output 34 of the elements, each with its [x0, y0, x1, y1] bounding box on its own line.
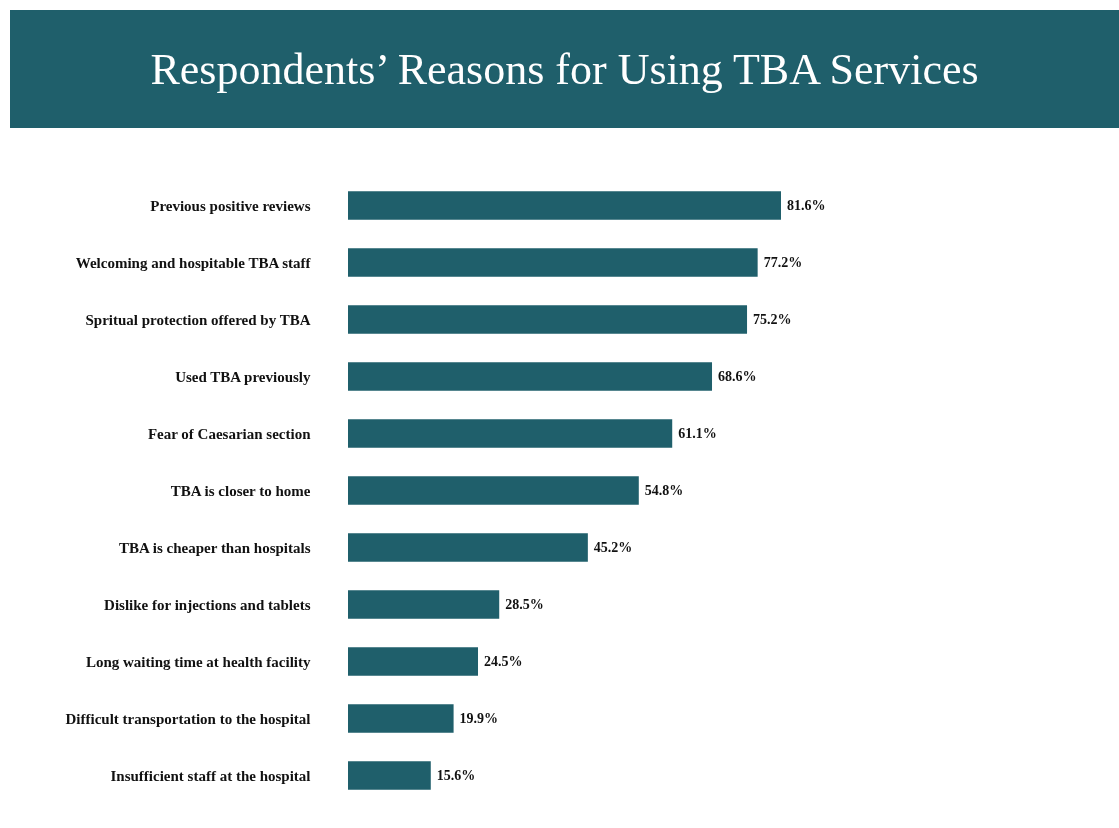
y-tick-label: Long waiting time at health facility: [85, 653, 311, 670]
y-tick-label: Spritual protection offered by TBA: [85, 311, 311, 328]
data-label: 28.5%: [505, 596, 544, 612]
bar: [348, 362, 713, 391]
bar: [348, 590, 500, 619]
bar: [348, 647, 479, 676]
data-label: 45.2%: [593, 539, 633, 555]
bar: [348, 305, 748, 334]
y-tick-label: Fear of Caesarian section: [147, 425, 312, 442]
y-tick-label: TBA is closer to home: [170, 482, 311, 499]
y-tick-label: Welcoming and hospitable TBA staff: [75, 254, 312, 271]
data-label: 54.8%: [644, 482, 684, 498]
data-label: 77.2%: [763, 254, 803, 270]
bar: [348, 191, 781, 220]
bar: [348, 761, 431, 790]
data-label: 75.2%: [753, 311, 792, 327]
y-tick-label: Dislike for injections and tablets: [104, 596, 311, 613]
bar: [348, 248, 758, 277]
data-label: 24.5%: [484, 653, 523, 669]
y-tick-label: Difficult transportation to the hospital: [65, 710, 311, 727]
bar: [348, 476, 639, 505]
y-tick-label: Used TBA previously: [175, 368, 311, 385]
y-tick-label: TBA is cheaper than hospitals: [119, 539, 311, 556]
y-tick-label: Previous positive reviews: [150, 197, 311, 214]
data-label: 15.6%: [436, 767, 476, 783]
data-label: 68.6%: [718, 368, 757, 384]
chart-title: Respondents’ Reasons for Using TBA Services: [10, 10, 1119, 128]
data-label: 61.1%: [678, 425, 717, 441]
y-tick-label: Insufficient staff at the hospital: [110, 767, 311, 784]
bar: [348, 419, 673, 448]
data-label: 81.6%: [787, 197, 826, 213]
bar: [348, 704, 454, 733]
bar: [348, 533, 588, 562]
data-label: 19.9%: [459, 710, 499, 726]
